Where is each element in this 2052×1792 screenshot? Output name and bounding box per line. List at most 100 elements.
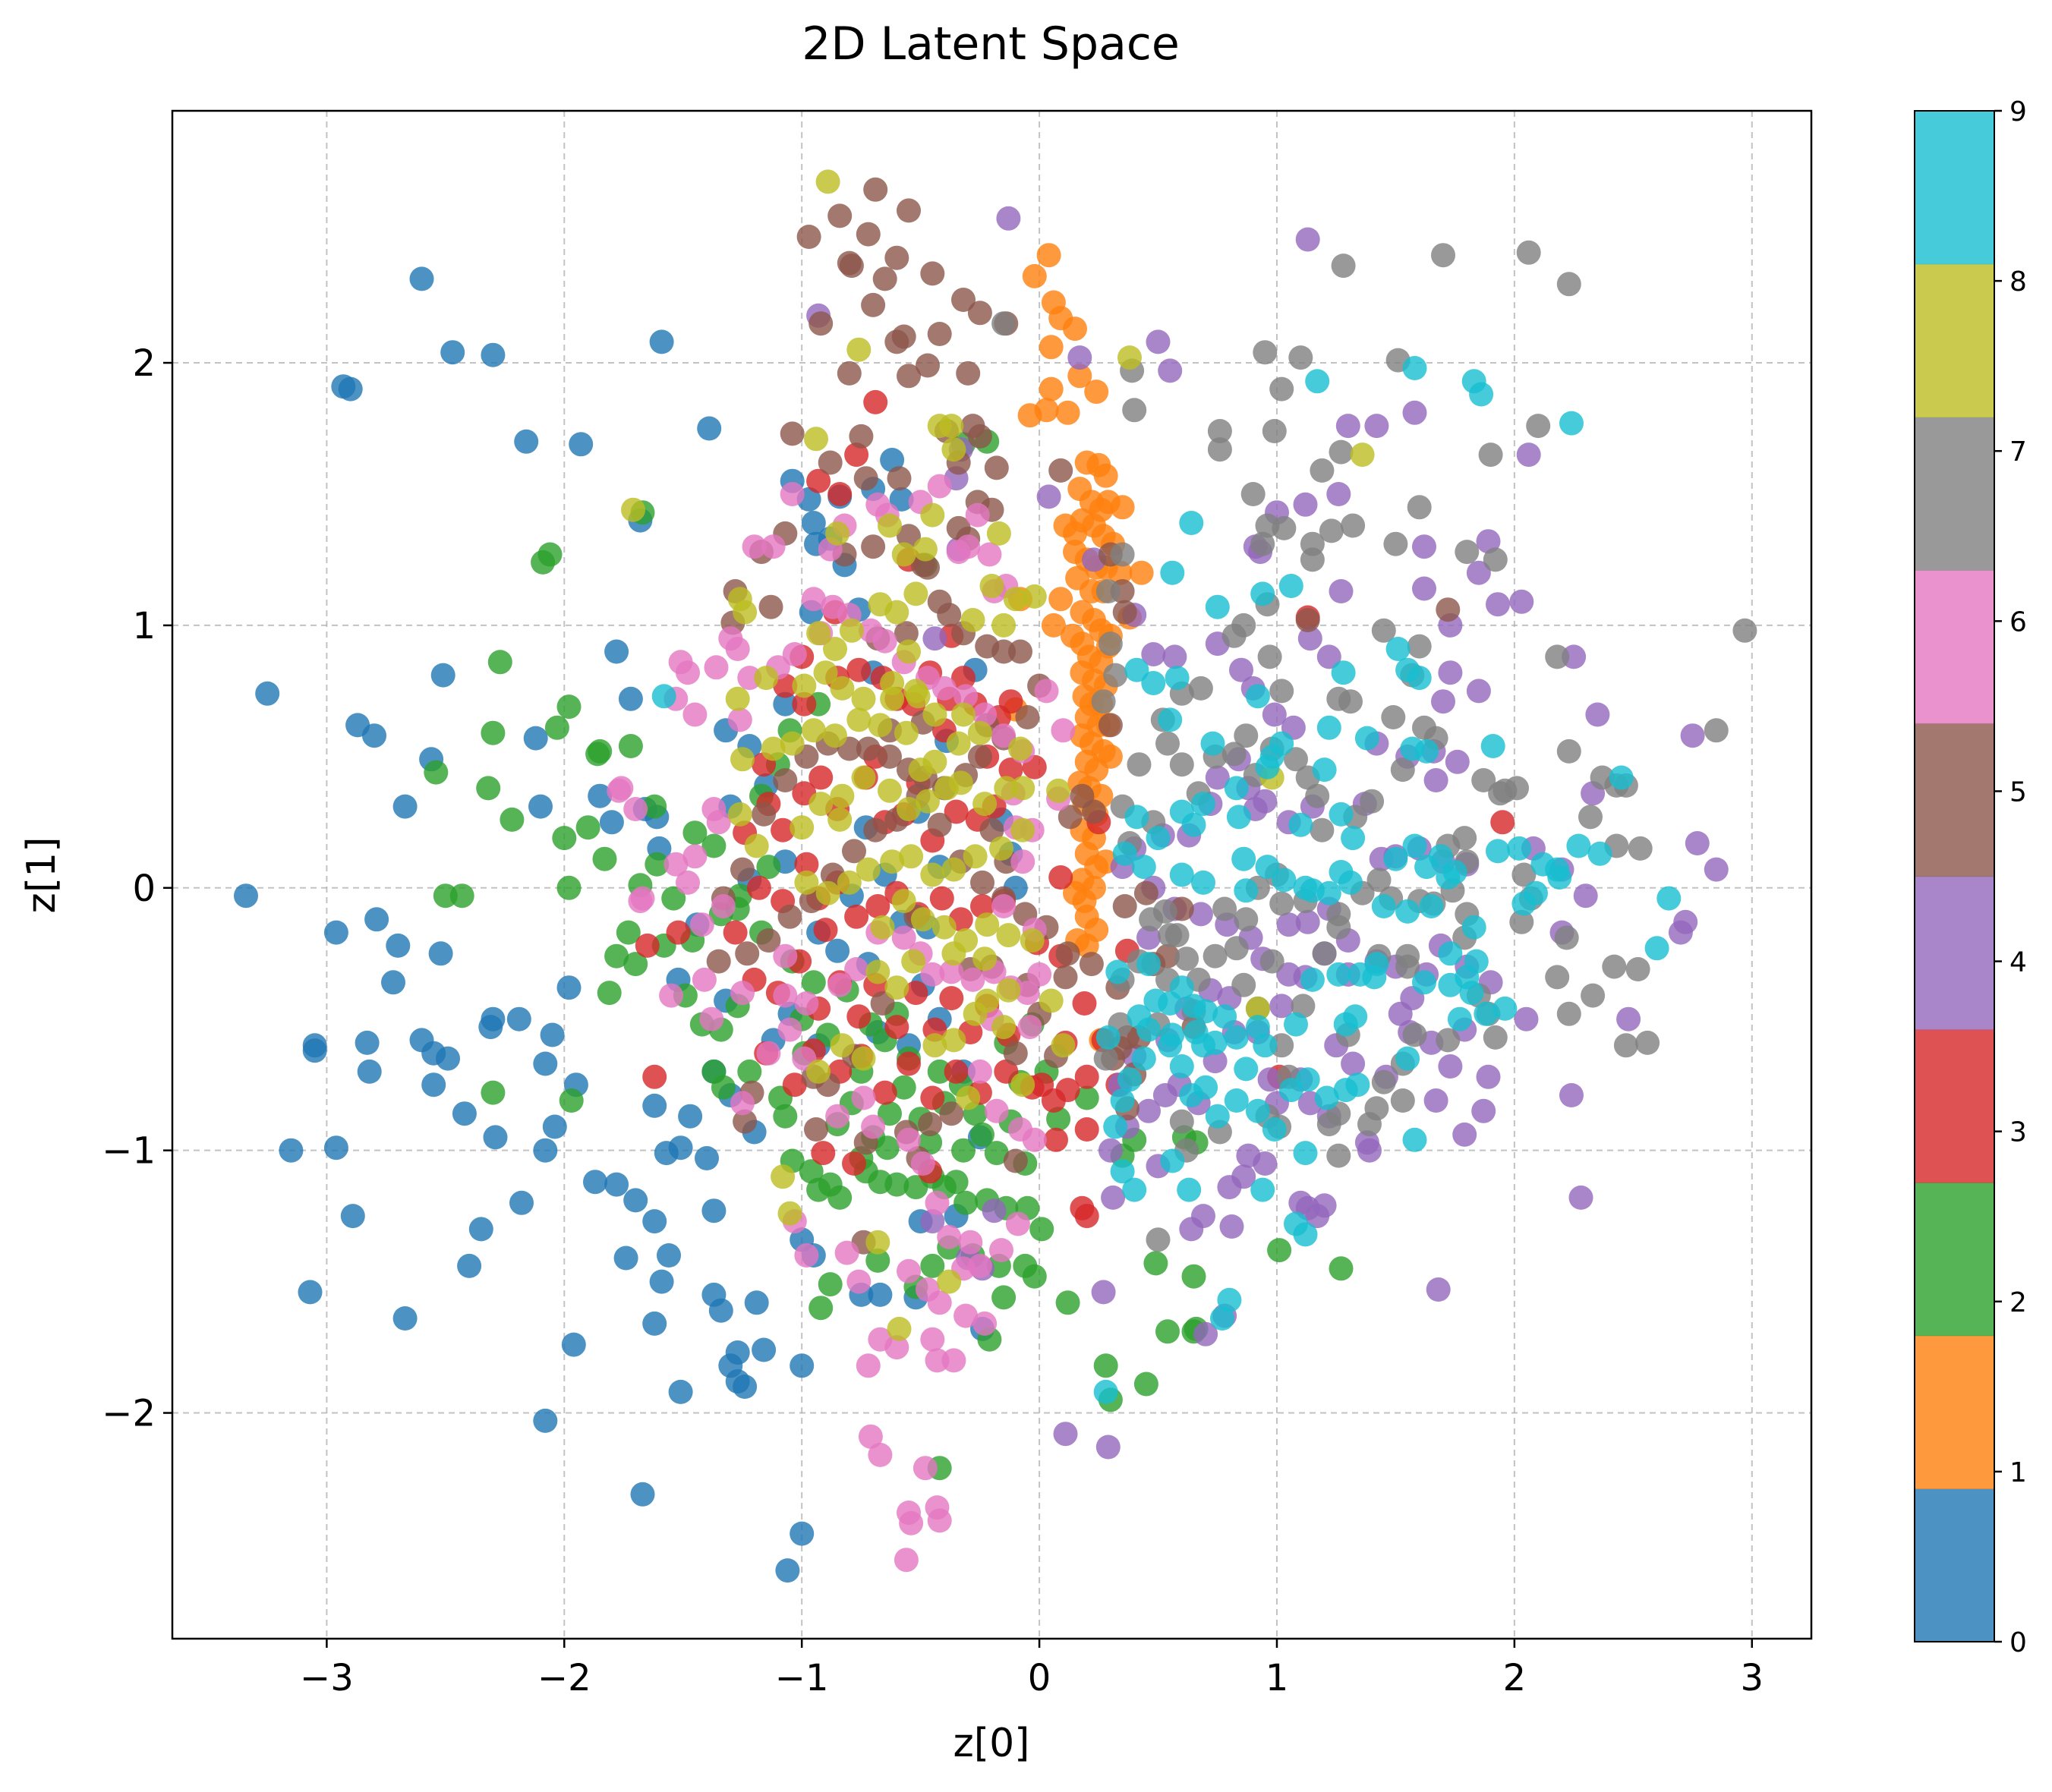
data-point	[1103, 663, 1128, 688]
data-point	[1098, 631, 1123, 657]
data-point	[951, 1138, 976, 1163]
data-point	[1326, 1143, 1351, 1168]
data-point	[544, 715, 569, 740]
data-point	[1181, 994, 1206, 1019]
data-point	[1029, 1072, 1054, 1098]
data-point	[1319, 518, 1344, 543]
data-point	[823, 723, 847, 748]
data-point	[1022, 1264, 1047, 1289]
colorbar-segment	[1915, 1335, 1994, 1489]
data-point	[1053, 1422, 1078, 1447]
data-point	[878, 513, 902, 538]
data-point	[1371, 1069, 1396, 1094]
data-point	[846, 1004, 872, 1029]
data-point	[1169, 1109, 1194, 1134]
colorbar-segment	[1915, 1488, 1994, 1642]
data-point	[899, 1510, 924, 1535]
data-point	[1010, 1072, 1035, 1098]
data-point	[1431, 689, 1455, 714]
data-point	[1224, 1088, 1249, 1113]
data-point	[1091, 689, 1116, 714]
data-point	[1229, 657, 1253, 682]
data-point	[1545, 644, 1570, 669]
x-tick-label: 3	[1741, 1657, 1764, 1699]
data-point	[811, 1141, 836, 1166]
data-point	[884, 1335, 909, 1360]
data-point	[861, 1114, 886, 1139]
data-point	[1165, 666, 1190, 691]
data-point	[1205, 765, 1230, 790]
data-point	[1295, 1067, 1320, 1092]
data-point	[946, 731, 971, 756]
data-point	[1680, 723, 1705, 748]
data-point	[1288, 345, 1313, 370]
data-point	[865, 492, 890, 517]
data-point	[561, 1332, 586, 1357]
data-point	[1407, 495, 1432, 520]
data-point	[920, 962, 945, 987]
data-point	[1556, 272, 1581, 297]
data-point	[960, 608, 985, 632]
data-point	[827, 972, 853, 997]
data-point	[440, 340, 465, 365]
data-point	[1483, 1025, 1508, 1050]
data-point	[1455, 540, 1480, 565]
data-point	[754, 666, 779, 691]
data-point	[891, 324, 916, 349]
data-point	[880, 686, 905, 711]
data-point	[1184, 1020, 1209, 1044]
data-point	[920, 1327, 945, 1352]
data-point	[1364, 1096, 1389, 1121]
data-point	[1060, 623, 1085, 648]
data-point	[1207, 419, 1232, 443]
data-point	[607, 778, 632, 803]
data-point	[1103, 1114, 1128, 1139]
data-point	[1704, 857, 1729, 882]
data-point	[1291, 994, 1316, 1019]
data-point	[1402, 833, 1427, 858]
data-point	[1048, 865, 1073, 890]
data-point	[806, 1177, 831, 1202]
data-point	[1526, 414, 1551, 439]
data-point	[537, 542, 563, 567]
data-point	[733, 1109, 758, 1134]
data-point	[891, 542, 916, 567]
data-point	[975, 912, 1000, 937]
data-point	[851, 765, 876, 790]
x-tick-label: 0	[1028, 1657, 1051, 1699]
data-point	[977, 542, 1002, 567]
data-point	[725, 686, 750, 711]
data-point	[851, 1085, 876, 1110]
data-point	[362, 723, 386, 748]
data-point	[846, 707, 872, 732]
data-point	[894, 1548, 919, 1573]
colorbar-tick-label: 2	[2009, 1287, 2027, 1318]
data-point	[991, 613, 1017, 638]
data-point	[730, 1091, 755, 1116]
data-point	[1074, 1064, 1099, 1089]
data-point	[777, 904, 802, 929]
data-point	[1312, 757, 1337, 783]
data-point	[792, 691, 817, 716]
data-point	[925, 1348, 950, 1373]
data-point	[1704, 718, 1729, 743]
data-point	[682, 820, 708, 846]
data-point	[927, 474, 952, 499]
data-point	[897, 364, 921, 389]
data-point	[1146, 826, 1171, 851]
data-point	[1402, 1022, 1427, 1047]
data-point	[773, 691, 798, 716]
data-point	[1383, 531, 1408, 556]
data-point	[868, 1282, 893, 1307]
data-point	[868, 1442, 893, 1467]
data-point	[533, 1051, 558, 1076]
data-point	[1003, 587, 1028, 612]
data-point	[476, 776, 501, 801]
data-point	[1063, 880, 1087, 905]
data-point	[913, 1456, 938, 1481]
data-point	[1055, 941, 1080, 966]
data-point	[989, 1238, 1013, 1263]
data-point	[868, 713, 893, 738]
data-point	[678, 1104, 703, 1129]
data-point	[1469, 382, 1494, 407]
